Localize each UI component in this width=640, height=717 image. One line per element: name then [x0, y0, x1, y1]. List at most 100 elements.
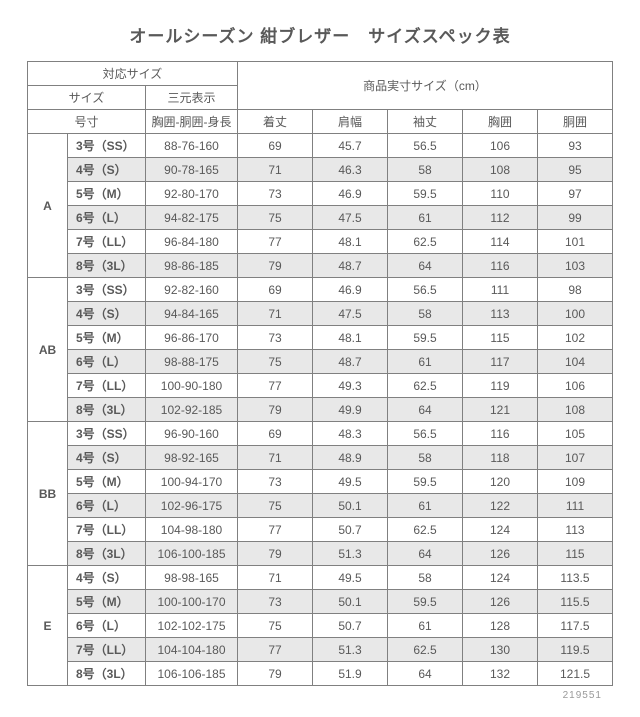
measurement-cell: 116 [463, 422, 538, 446]
size-name-cell: 6号（L） [68, 350, 146, 374]
measurement-cell: 93 [538, 134, 613, 158]
measurement-cell: 45.7 [313, 134, 388, 158]
body-dims-cell: 104-98-180 [146, 518, 238, 542]
size-spec-table: 対応サイズ 商品実寸サイズ（cm） サイズ 三元表示 号寸 胸囲-胴囲-身長 着… [27, 61, 613, 686]
measurement-cell: 61 [388, 350, 463, 374]
measurement-cell: 71 [238, 566, 313, 590]
size-name-cell: 4号（S） [68, 446, 146, 470]
table-row: 7号（LL）100-90-1807749.362.5119106 [28, 374, 613, 398]
measurement-cell: 126 [463, 542, 538, 566]
table-row: 5号（M）92-80-1707346.959.511097 [28, 182, 613, 206]
table-row: 6号（L）102-102-1757550.761128117.5 [28, 614, 613, 638]
measurement-cell: 64 [388, 254, 463, 278]
measurement-cell: 117.5 [538, 614, 613, 638]
measurement-cell: 75 [238, 614, 313, 638]
measurement-cell: 71 [238, 302, 313, 326]
table-row: 8号（3L）106-106-1857951.964132121.5 [28, 662, 613, 686]
size-group-cell: E [28, 566, 68, 686]
measurement-cell: 119 [463, 374, 538, 398]
measurement-cell: 64 [388, 398, 463, 422]
measurement-cell: 61 [388, 614, 463, 638]
size-name-cell: 3号（SS） [68, 422, 146, 446]
measurement-cell: 115 [538, 542, 613, 566]
measurement-cell: 106 [463, 134, 538, 158]
measurement-cell: 69 [238, 278, 313, 302]
measurement-cell: 121 [463, 398, 538, 422]
size-group-cell: BB [28, 422, 68, 566]
measurement-cell: 119.5 [538, 638, 613, 662]
size-name-cell: 5号（M） [68, 182, 146, 206]
table-row: 8号（3L）106-100-1857951.364126115 [28, 542, 613, 566]
measurement-cell: 47.5 [313, 206, 388, 230]
measurement-cell: 59.5 [388, 182, 463, 206]
measurement-cell: 48.7 [313, 254, 388, 278]
measurement-cell: 48.1 [313, 326, 388, 350]
size-name-cell: 5号（M） [68, 590, 146, 614]
measurement-cell: 48.3 [313, 422, 388, 446]
size-name-cell: 3号（SS） [68, 134, 146, 158]
measurement-cell: 122 [463, 494, 538, 518]
measurement-cell: 118 [463, 446, 538, 470]
measurement-cell: 79 [238, 254, 313, 278]
header-compat-size: 対応サイズ [28, 62, 238, 86]
body-dims-cell: 96-84-180 [146, 230, 238, 254]
measurement-cell: 75 [238, 206, 313, 230]
measurement-cell: 48.1 [313, 230, 388, 254]
measurement-cell: 64 [388, 542, 463, 566]
body-dims-cell: 98-88-175 [146, 350, 238, 374]
measurement-cell: 130 [463, 638, 538, 662]
table-row: 5号（M）100-100-1707350.159.5126115.5 [28, 590, 613, 614]
measurement-cell: 69 [238, 422, 313, 446]
header-katahaba: 肩幅 [313, 110, 388, 134]
measurement-cell: 79 [238, 398, 313, 422]
measurement-cell: 95 [538, 158, 613, 182]
measurement-cell: 106 [538, 374, 613, 398]
measurement-cell: 50.1 [313, 494, 388, 518]
measurement-cell: 71 [238, 158, 313, 182]
measurement-cell: 117 [463, 350, 538, 374]
header-doui: 胴囲 [538, 110, 613, 134]
table-row: 7号（LL）104-98-1807750.762.5124113 [28, 518, 613, 542]
measurement-cell: 77 [238, 374, 313, 398]
body-dims-cell: 98-92-165 [146, 446, 238, 470]
measurement-cell: 124 [463, 566, 538, 590]
body-dims-cell: 98-86-185 [146, 254, 238, 278]
size-group-cell: A [28, 134, 68, 278]
table-body: A3号（SS）88-76-1606945.756.5106934号（S）90-7… [28, 134, 613, 686]
measurement-cell: 98 [538, 278, 613, 302]
measurement-cell: 114 [463, 230, 538, 254]
table-header: 対応サイズ 商品実寸サイズ（cm） サイズ 三元表示 号寸 胸囲-胴囲-身長 着… [28, 62, 613, 134]
header-sangen: 三元表示 [146, 86, 238, 110]
size-name-cell: 8号（3L） [68, 542, 146, 566]
measurement-cell: 73 [238, 182, 313, 206]
measurement-cell: 49.3 [313, 374, 388, 398]
header-sodetake: 袖丈 [388, 110, 463, 134]
size-name-cell: 8号（3L） [68, 398, 146, 422]
table-row: 6号（L）94-82-1757547.56111299 [28, 206, 613, 230]
measurement-cell: 61 [388, 494, 463, 518]
table-row: 6号（L）98-88-1757548.761117104 [28, 350, 613, 374]
table-row: 5号（M）96-86-1707348.159.5115102 [28, 326, 613, 350]
measurement-cell: 49.9 [313, 398, 388, 422]
body-dims-cell: 92-82-160 [146, 278, 238, 302]
table-row: 7号（LL）104-104-1807751.362.5130119.5 [28, 638, 613, 662]
measurement-cell: 50.7 [313, 518, 388, 542]
table-row: 7号（LL）96-84-1807748.162.5114101 [28, 230, 613, 254]
measurement-cell: 113 [538, 518, 613, 542]
measurement-cell: 59.5 [388, 470, 463, 494]
measurement-cell: 115.5 [538, 590, 613, 614]
header-body-dims: 胸囲-胴囲-身長 [146, 110, 238, 134]
body-dims-cell: 102-102-175 [146, 614, 238, 638]
measurement-cell: 61 [388, 206, 463, 230]
measurement-cell: 113.5 [538, 566, 613, 590]
size-name-cell: 5号（M） [68, 470, 146, 494]
measurement-cell: 58 [388, 302, 463, 326]
header-kyoui: 胸囲 [463, 110, 538, 134]
measurement-cell: 69 [238, 134, 313, 158]
measurement-cell: 62.5 [388, 230, 463, 254]
measurement-cell: 75 [238, 494, 313, 518]
measurement-cell: 99 [538, 206, 613, 230]
body-dims-cell: 92-80-170 [146, 182, 238, 206]
measurement-cell: 120 [463, 470, 538, 494]
measurement-cell: 62.5 [388, 374, 463, 398]
